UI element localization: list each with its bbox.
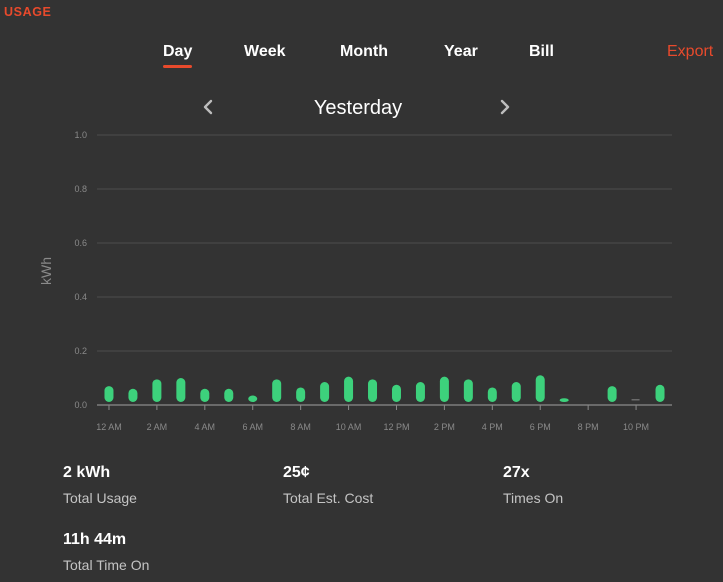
usage-chart: 0.0 0.2 0.4 0.6 0.8 1.0 12 AM 2 AM 4 AM 6 AM 8 AM…	[38, 130, 672, 432]
x-tick-label: 10 PM	[623, 422, 649, 432]
tab-year[interactable]: Year	[444, 43, 478, 60]
y-tick-label: 0.0	[74, 400, 87, 410]
usage-bar-2-pm[interactable]	[439, 376, 449, 402]
usage-bar-3-am[interactable]	[176, 378, 186, 402]
y-axis-label: kWh	[38, 257, 54, 285]
total-time-on-label: Total Time On	[63, 557, 150, 573]
tab-week[interactable]: Week	[244, 43, 286, 60]
chevron-left-icon[interactable]	[201, 98, 217, 116]
usage-bar-12-pm[interactable]	[391, 384, 401, 402]
usage-bar-11-pm[interactable]	[655, 384, 665, 402]
x-tick-label: 12 AM	[96, 422, 122, 432]
usage-bar-7-pm[interactable]	[559, 398, 569, 402]
x-tick-label: 2 PM	[434, 422, 455, 432]
x-tick-label: 8 PM	[578, 422, 599, 432]
total-time-on-value: 11h 44m	[63, 531, 127, 548]
usage-bar-2-am[interactable]	[152, 379, 162, 402]
y-tick-label: 0.2	[74, 346, 87, 356]
y-tick-label: 1.0	[74, 130, 87, 140]
x-tick-label: 4 PM	[482, 422, 503, 432]
x-tick-label: 4 AM	[195, 422, 216, 432]
usage-bar-6-pm[interactable]	[535, 375, 545, 402]
period-label: Yesterday	[313, 97, 403, 119]
usage-bar-10-pm[interactable]	[631, 399, 640, 401]
x-tick-label: 6 PM	[530, 422, 551, 432]
y-tick-label: 0.4	[74, 292, 87, 302]
tab-month[interactable]: Month	[340, 43, 388, 60]
y-tick-label: 0.8	[74, 184, 87, 194]
usage-bar-10-am[interactable]	[344, 376, 354, 402]
tab-bill[interactable]: Bill	[529, 43, 554, 60]
usage-bar-11-am[interactable]	[368, 379, 378, 402]
tab-day[interactable]: Day	[163, 43, 193, 68]
usage-bar-9-am[interactable]	[320, 382, 330, 402]
x-tick-label: 2 AM	[147, 422, 168, 432]
usage-bar-1-pm[interactable]	[415, 382, 425, 402]
usage-bar-12-am[interactable]	[104, 386, 114, 402]
usage-bar-4-pm[interactable]	[487, 387, 497, 402]
usage-bar-5-pm[interactable]	[511, 382, 521, 402]
total-cost-value: 25¢	[283, 464, 310, 481]
times-on-label: Times On	[503, 490, 564, 506]
usage-bar-9-pm[interactable]	[607, 386, 617, 402]
usage-bar-4-am[interactable]	[200, 388, 210, 402]
usage-bar-3-pm[interactable]	[463, 379, 473, 402]
total-usage-value: 2 kWh	[63, 464, 111, 481]
total-usage-label: Total Usage	[63, 490, 137, 506]
export-button[interactable]: Export	[667, 43, 714, 60]
times-on-value: 27x	[503, 464, 530, 481]
usage-bar-6-am[interactable]	[248, 395, 258, 402]
total-cost-label: Total Est. Cost	[283, 490, 374, 506]
usage-bar-1-am[interactable]	[128, 388, 138, 402]
section-title: USAGE	[4, 5, 52, 19]
chevron-right-icon[interactable]	[498, 98, 514, 116]
x-tick-label: 8 AM	[290, 422, 311, 432]
y-tick-label: 0.6	[74, 238, 87, 248]
x-tick-label: 6 AM	[242, 422, 263, 432]
usage-bar-5-am[interactable]	[224, 388, 234, 402]
x-tick-label: 10 AM	[336, 422, 362, 432]
usage-bar-7-am[interactable]	[272, 379, 282, 402]
usage-bar-8-am[interactable]	[296, 387, 306, 402]
x-tick-label: 12 PM	[383, 422, 409, 432]
